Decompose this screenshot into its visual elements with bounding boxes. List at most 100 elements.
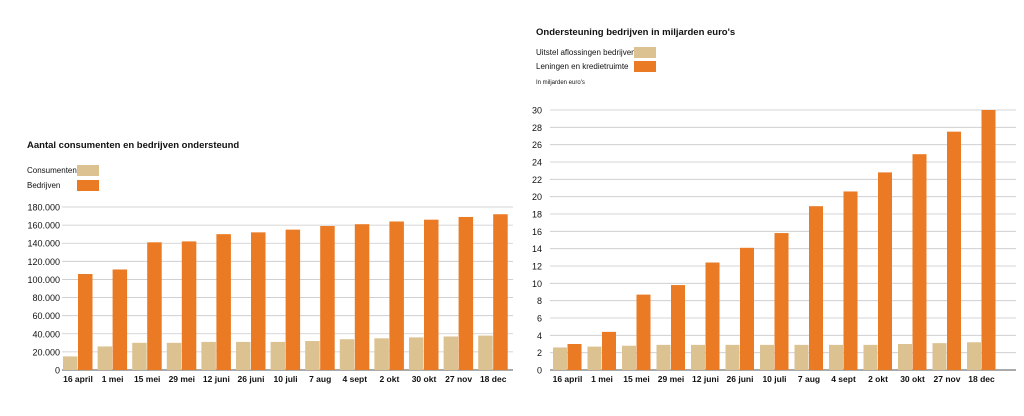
bar-series-1: [374, 338, 389, 370]
chart-title: Ondersteuning bedrijven in miljarden eur…: [536, 27, 736, 38]
bar-series-1: [691, 344, 705, 370]
y-tick-label: 20: [532, 192, 542, 202]
legend-label: Uitstel aflossingen bedrijven: [536, 48, 636, 57]
y-tick-label: 160.000: [27, 221, 60, 231]
chart-panel-consumenten-bedrijven: Aantal consumenten en bedrijven onderste…: [27, 140, 513, 384]
x-tick-label: 2 okt: [868, 374, 888, 384]
legend-item-bedrijven: Bedrijven: [27, 180, 117, 194]
y-tick-label: 28: [532, 123, 542, 133]
y-tick-label: 24: [532, 158, 542, 168]
legend-label: Leningen en kredietruimte: [536, 62, 629, 71]
bar-series-2: [602, 331, 616, 370]
bar-series-2: [843, 191, 858, 370]
chart-panel-ondersteuning-bedrijven: Ondersteuning bedrijven in miljarden eur…: [520, 0, 1024, 416]
bar-series-2: [78, 274, 93, 370]
bar-series-1: [863, 344, 878, 370]
y-tick-label: 8: [537, 296, 542, 306]
y-tick-label: 100.000: [27, 275, 60, 285]
x-tick-label: 1 mei: [591, 374, 613, 384]
y-tick-label: 18: [532, 210, 542, 220]
bar-series-2: [809, 206, 823, 370]
x-tick-label: 18 dec: [480, 374, 507, 384]
bar-series-1: [967, 342, 981, 370]
bar-series-1: [132, 342, 147, 370]
x-tick-label: 10 juli: [762, 374, 786, 384]
x-tick-label: 26 juni: [238, 374, 265, 384]
bar-series-1: [166, 342, 182, 370]
y-tick-label: 30: [532, 106, 542, 116]
bar-series-1: [236, 341, 251, 370]
x-tick-label: 29 mei: [658, 374, 684, 384]
legend-swatch: [77, 165, 99, 176]
bar-series-1: [794, 344, 809, 370]
x-tick-label: 10 juli: [274, 374, 298, 384]
bar-series-1: [622, 345, 636, 370]
y-tick-label: 180.000: [27, 203, 60, 213]
bar-series-2: [636, 294, 651, 370]
bar-series-2: [458, 216, 474, 370]
x-tick-label: 15 mei: [134, 374, 160, 384]
bar-series-2: [424, 219, 439, 370]
bar-series-1: [898, 344, 912, 370]
bar-series-2: [216, 234, 231, 370]
x-tick-label: 30 okt: [412, 374, 437, 384]
bar-series-1: [63, 356, 78, 370]
bar-series-2: [493, 214, 508, 370]
bar-series-2: [671, 285, 685, 370]
y-tick-label: 140.000: [27, 239, 60, 249]
x-tick-label: 4 sept: [343, 374, 368, 384]
y-tick-label: 14: [532, 244, 542, 254]
bar-series-2: [285, 229, 301, 370]
x-tick-label: 16 april: [63, 374, 93, 384]
bar-series-2: [878, 172, 892, 370]
bar-series-1: [305, 341, 320, 370]
y-tick-label: 80.000: [32, 293, 60, 303]
legend-swatch: [634, 61, 656, 72]
bar-chart-consumenten-bedrijven: 0 20.000 40.000 60.000 80.000 100.000 120.000 1…: [27, 203, 513, 384]
x-tick-label: 29 mei: [169, 374, 195, 384]
x-tick-label: 12 juni: [692, 374, 719, 384]
bar-series-2: [112, 269, 128, 370]
x-tick-label: 27 nov: [445, 374, 472, 384]
bar-series-1: [932, 343, 947, 370]
y-tick-label: 10: [532, 279, 542, 289]
bar-series-2: [181, 241, 197, 370]
y-tick-label: 2: [537, 348, 542, 358]
bar-series-1: [201, 341, 216, 370]
y-tick-label: 26: [532, 140, 542, 150]
unit-label: In miljarden euro's: [536, 80, 585, 86]
legend-item-consumenten: Consumenten: [27, 165, 117, 179]
x-tick-label: 1 mei: [102, 374, 124, 384]
bar-series-1: [656, 344, 671, 370]
y-tick-label: 120.000: [27, 257, 60, 267]
x-tick-label: 16 april: [553, 374, 583, 384]
bar-series-1: [553, 347, 567, 370]
bar-series-1: [339, 339, 355, 370]
x-tick-label: 2 okt: [379, 374, 399, 384]
bar-series-1: [725, 344, 740, 370]
bar-series-1: [443, 336, 459, 370]
bar-series-2: [740, 247, 754, 370]
legend-label: Consumenten: [27, 166, 77, 175]
x-tick-label: 18 dec: [968, 374, 995, 384]
y-tick-label: 6: [537, 314, 542, 324]
bar-series-1: [97, 346, 113, 370]
chart-title: Aantal consumenten en bedrijven onderste…: [27, 140, 240, 151]
legend-swatch: [77, 180, 99, 191]
bar-series-1: [760, 344, 774, 370]
bar-series-1: [478, 335, 493, 370]
bar-series-2: [981, 110, 996, 370]
bar-series-2: [251, 232, 266, 370]
bar-series-2: [912, 154, 927, 370]
bar-series-2: [947, 131, 961, 370]
y-tick-label: 16: [532, 227, 542, 237]
x-tick-label: 7 aug: [798, 374, 820, 384]
bar-series-2: [320, 226, 335, 370]
bar-series-1: [270, 341, 286, 370]
x-tick-label: 4 sept: [831, 374, 856, 384]
legend-swatch: [634, 47, 656, 58]
x-tick-label: 30 okt: [900, 374, 925, 384]
bar-series-2: [354, 224, 370, 370]
y-tick-label: 0: [55, 366, 60, 376]
